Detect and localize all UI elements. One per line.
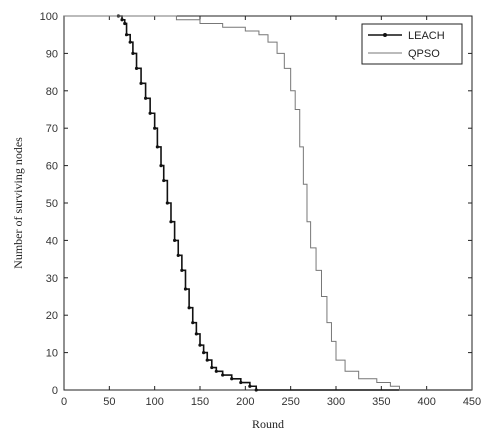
point-leach	[198, 343, 202, 347]
axis-ticks: 0 50 100 150 200 250 300 350 400 450 0 10 20 30 40 50 60…	[40, 11, 482, 408]
y-tick-label: 30	[46, 273, 58, 285]
point-leach	[173, 238, 177, 242]
point-leach	[230, 377, 234, 381]
series-line-qpso	[64, 15, 472, 391]
point-leach	[205, 358, 209, 362]
point-leach	[159, 164, 163, 168]
point-leach	[176, 253, 180, 257]
point-leach	[144, 96, 148, 100]
y-tick-label: 100	[40, 11, 58, 23]
series-layer	[64, 14, 472, 392]
point-leach	[183, 287, 188, 291]
x-tick-label: 150	[191, 396, 209, 408]
y-tick-label: 20	[46, 310, 58, 322]
x-tick-label: 400	[417, 396, 435, 408]
point-leach	[128, 40, 132, 44]
point-leach	[191, 321, 195, 325]
y-tick-label: 60	[46, 161, 58, 173]
y-tick-label: 70	[46, 123, 58, 135]
point-leach	[187, 306, 191, 310]
legend-box	[361, 23, 463, 65]
legend-label-leach: LEACH	[408, 30, 445, 42]
point-leach	[131, 51, 135, 56]
point-leach	[153, 126, 157, 130]
x-tick-label: 350	[372, 396, 390, 408]
y-tick-label: 40	[46, 235, 58, 247]
point-leach	[124, 33, 129, 37]
point-leach	[214, 369, 218, 373]
y-tick-label: 50	[46, 198, 58, 210]
point-leach	[123, 21, 127, 26]
x-tick-label: 300	[327, 396, 345, 408]
y-tick-label: 80	[46, 86, 58, 98]
point-leach	[155, 145, 159, 149]
point-leach	[248, 384, 252, 388]
point-leach	[221, 373, 225, 377]
x-tick-label: 200	[236, 396, 254, 408]
point-leach	[210, 365, 214, 370]
point-leach	[169, 220, 173, 224]
point-leach	[165, 201, 169, 205]
series-line-leach	[118, 15, 472, 391]
y-tick-label: 90	[46, 48, 58, 60]
point-leach	[180, 268, 184, 272]
x-tick-label: 100	[145, 396, 163, 408]
y-tick-label: 0	[52, 385, 58, 397]
point-leach	[202, 351, 206, 355]
point-leach	[194, 332, 198, 336]
y-tick-label: 10	[46, 348, 58, 360]
point-leach	[120, 18, 124, 22]
x-tick-label: 450	[463, 396, 481, 408]
point-leach	[139, 81, 143, 85]
x-tick-label: 50	[103, 396, 115, 408]
plot-frame	[63, 15, 473, 391]
legend: LEACH QPSO	[361, 23, 463, 65]
point-leach	[254, 388, 258, 392]
legend-label-qpso: QPSO	[408, 48, 440, 60]
point-leach	[148, 111, 152, 115]
point-leach	[134, 66, 139, 70]
x-tick-label: 250	[281, 396, 299, 408]
point-leach	[239, 380, 243, 385]
point-leach	[162, 178, 166, 183]
y-axis-label: Number of surviving nodes	[11, 137, 25, 269]
x-tick-label: 0	[61, 396, 67, 408]
x-axis-label: Round	[252, 417, 284, 431]
legend-marker-leach	[383, 33, 387, 37]
